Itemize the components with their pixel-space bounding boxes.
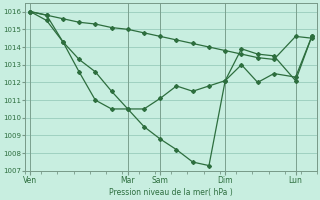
X-axis label: Pression niveau de la mer( hPa ): Pression niveau de la mer( hPa ) xyxy=(109,188,233,197)
